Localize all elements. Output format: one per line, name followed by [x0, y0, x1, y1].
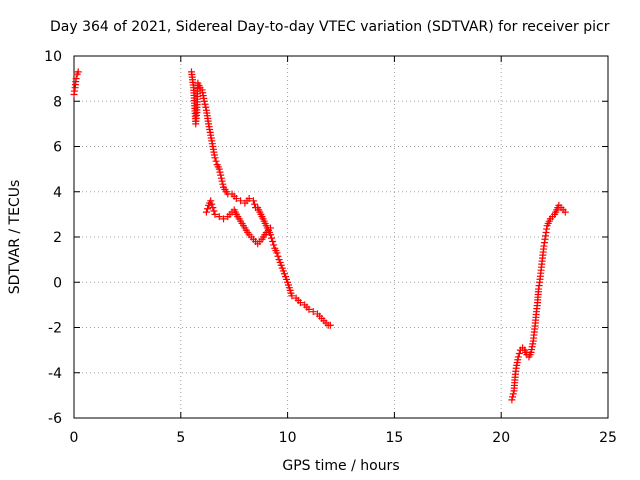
y-tick-label: -6: [48, 411, 62, 427]
data-point-fill: [536, 272, 544, 283]
data-point-fill: [209, 145, 218, 159]
data-point-fill: [207, 134, 216, 148]
data-point-fill: [208, 200, 216, 208]
data-point: [74, 68, 82, 76]
data-point: [207, 197, 215, 205]
data-point: [211, 154, 219, 162]
chart-title: Day 364 of 2021, Sidereal Day-to-day VTE…: [50, 19, 610, 35]
data-point: [508, 396, 516, 404]
data-point: [200, 97, 208, 105]
data-point: [245, 195, 253, 203]
x-tick-label: 15: [385, 430, 403, 446]
data-point: [514, 353, 522, 361]
data-point-fill: [203, 109, 212, 125]
data-point-fill: [234, 213, 243, 223]
data-point: [305, 305, 313, 313]
data-point-fill: [513, 356, 522, 369]
data-point: [215, 165, 223, 173]
tick-labels: 0 5 10 15 20 25 -6 -4 -2 0 2 4 6 8 10: [44, 49, 617, 446]
data-point: [267, 224, 275, 232]
data-point-fill: [204, 205, 211, 213]
data-point: [296, 299, 304, 307]
x-tick-label: 20: [492, 430, 510, 446]
data-point: [326, 321, 334, 329]
x-tick-label: 5: [176, 430, 185, 446]
data-point: [249, 197, 257, 205]
y-axis-label: SDTVAR / TECUs: [7, 180, 23, 295]
data-point: [72, 75, 80, 83]
data-point: [309, 308, 317, 316]
data-point: [232, 195, 240, 203]
data-point-fill: [205, 123, 214, 136]
data-point-fill: [528, 340, 537, 354]
data-point: [269, 238, 277, 246]
data-point: [273, 249, 281, 257]
x-tick-label: 10: [279, 430, 297, 446]
data-point: [211, 210, 219, 218]
data-point: [561, 208, 569, 216]
data-point: [220, 215, 228, 223]
data-point-fill: [259, 231, 269, 241]
data-point-fill: [270, 241, 278, 249]
data-point-fill: [193, 82, 202, 114]
data-point-fill: [280, 270, 291, 283]
data-point-fill: [238, 219, 247, 230]
data-point-fill: [530, 331, 538, 342]
data-point: [215, 213, 223, 221]
data-point-fill: [276, 258, 286, 272]
y-tick-label: 2: [53, 230, 62, 246]
y-tick-label: 0: [53, 275, 62, 291]
data-point-fill: [192, 111, 201, 125]
axis-ticks: [73, 55, 609, 419]
data-point-fill: [218, 177, 227, 188]
x-tick-label: 0: [70, 430, 79, 446]
data-point: [209, 204, 217, 212]
grid-lines: [74, 56, 608, 418]
data-point-fill: [250, 200, 258, 208]
data-point-fill: [242, 226, 252, 236]
data-point-fill: [71, 78, 80, 89]
data-point-fill: [268, 234, 276, 242]
x-tick-label: 25: [599, 430, 617, 446]
data-point-fill: [539, 245, 548, 256]
data-point-fill: [216, 168, 225, 179]
y-tick-label: 10: [44, 49, 62, 65]
data-point-fill: [199, 89, 208, 102]
y-tick-label: 6: [53, 140, 62, 156]
data-point-fill: [201, 100, 210, 111]
data-point-fill: [538, 254, 546, 265]
y-tick-label: -2: [48, 321, 62, 337]
data-point-fill: [210, 207, 218, 215]
data-point-fill: [509, 390, 517, 401]
data-point-fill: [284, 281, 295, 297]
data-point: [202, 208, 210, 216]
data-point-fill: [531, 322, 539, 333]
data-point-fill: [537, 263, 545, 274]
y-tick-label: 4: [53, 185, 62, 201]
data-point-fill: [511, 367, 520, 378]
data-point-fill: [274, 252, 282, 260]
x-axis-label: GPS time / hours: [282, 458, 399, 474]
data-point: [217, 174, 225, 182]
y-tick-label: -4: [48, 366, 62, 382]
data-point-fill: [221, 185, 230, 196]
data-point-fill: [212, 157, 220, 165]
data-point-fill: [532, 310, 540, 324]
data-point: [237, 197, 245, 205]
y-tick-label: 8: [53, 94, 62, 110]
data-point-fill: [515, 350, 523, 358]
data-point-fill: [533, 302, 541, 313]
data-points: [70, 68, 569, 404]
data-point: [288, 292, 296, 300]
